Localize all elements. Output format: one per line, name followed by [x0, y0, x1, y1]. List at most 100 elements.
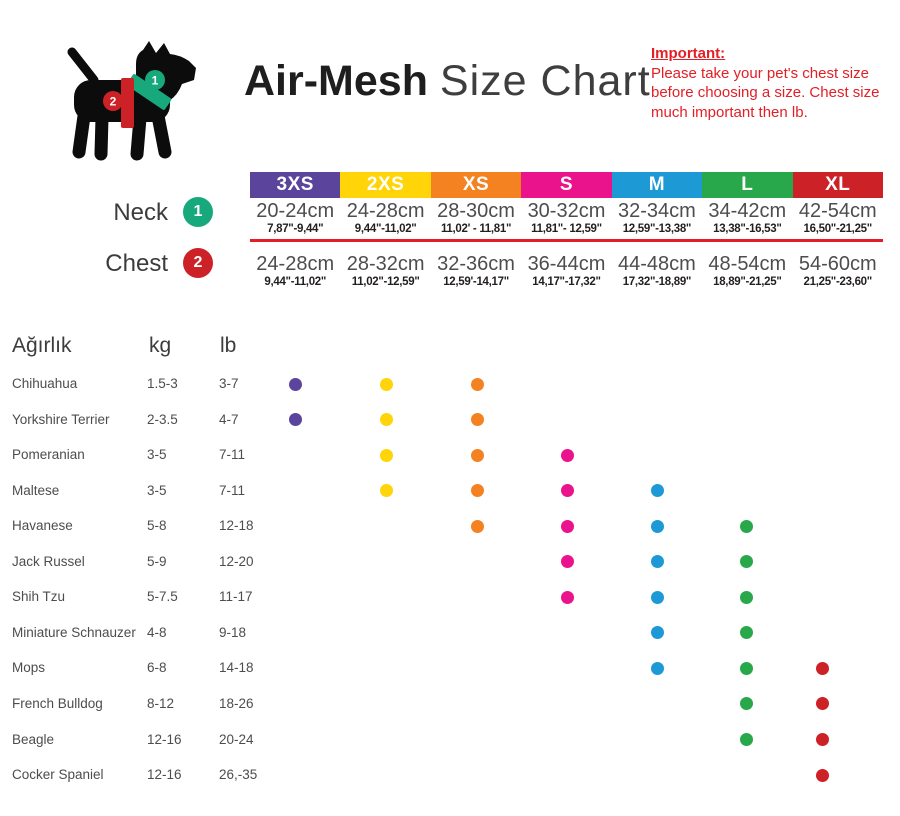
lb-value: 12-18: [219, 518, 254, 534]
size-dot-s: [560, 448, 574, 462]
kg-value: 5-8: [147, 518, 167, 534]
kg-value: 2-3.5: [147, 411, 178, 427]
size-dot-m: [650, 626, 664, 640]
neck-marker-number: 1: [152, 74, 159, 88]
important-note: Important: Please take your pet's chest …: [651, 44, 891, 122]
chest-number-badge: 2: [183, 248, 213, 278]
breed-name: Havanese: [12, 518, 73, 534]
size-dot-xl: [815, 768, 829, 782]
size-dot-xs: [470, 413, 484, 427]
neck-in-row: 7,87"-9,44" 9,44"-11,02" 11,02' - 11,81" 11…: [250, 222, 883, 236]
chest-marker-number: 2: [110, 95, 117, 109]
breed-name: Beagle: [12, 731, 55, 747]
size-dot-s: [560, 484, 574, 498]
chest-in-row-xs: 12,59'-14,17": [443, 276, 509, 288]
size-band-row-3xs: 3XS: [250, 172, 341, 198]
neck-cm-row-2xs: 24-28cm: [346, 200, 425, 222]
breed-name: Shih Tzu: [12, 589, 66, 605]
neck-label: Neck: [113, 199, 168, 226]
chest-marker-circle: [103, 91, 123, 111]
table-row: Yorkshire Terrier 2-3.5 4-7: [0, 402, 900, 438]
size-dot-m: [650, 484, 664, 498]
neck-cm-row-3xs: 20-24cm: [256, 200, 335, 222]
chest-cm-row-m: 44-48cm: [617, 253, 696, 275]
neck-cm-row-m: 32-34cm: [617, 200, 696, 222]
dog-hind-leg: [94, 111, 109, 161]
dog-tail: [67, 47, 99, 85]
size-dot-2xs: [379, 448, 393, 462]
neck-cm-row-xs: 28-30cm: [437, 200, 515, 222]
red-divider-line: [250, 239, 883, 242]
size-dot-l: [739, 661, 753, 675]
size-dot-l: [739, 590, 753, 604]
dog-front-leg: [130, 111, 147, 161]
size-dot-xl: [815, 733, 829, 746]
kg-column-header: kg: [149, 334, 172, 357]
chest-in-row-xl: 21,25"-23,60": [803, 276, 873, 288]
chest-in-row-l: 18,89"-21,25": [713, 276, 782, 288]
kg-value: 6-8: [147, 660, 167, 676]
table-row: Cocker Spaniel 12-16 26,-35: [0, 757, 900, 793]
neck-in-row-3xs: 7,87"-9,44": [267, 223, 324, 235]
lb-value: 7-11: [219, 482, 246, 498]
neck-number: 1: [193, 203, 203, 220]
dog-hind-leg: [72, 109, 91, 159]
size-dot-3xs: [288, 413, 302, 427]
neck-cm-row-s: 30-32cm: [527, 200, 606, 222]
size-dot-l: [739, 697, 753, 711]
size-dot-xl: [815, 697, 829, 711]
neck-in-row-2xs: 9,44"-11,02": [354, 223, 417, 235]
kg-value: 3-5: [147, 447, 167, 463]
lb-value: 26,-35: [219, 767, 258, 783]
breed-name: Cocker Spaniel: [12, 767, 104, 783]
chest-strap: [121, 78, 134, 128]
size-dot-s: [560, 519, 574, 533]
neck-in-row-s: 11,81"- 12,59": [531, 223, 602, 235]
size-dot-s: [560, 590, 574, 604]
chest-in-row-2xs: 11,02"-12,59": [351, 276, 420, 288]
chest-cm-row-l: 48-54cm: [708, 253, 787, 275]
table-row: Beagle 12-16 20-24: [0, 722, 900, 758]
lb-value: 12-20: [219, 553, 254, 569]
note-line: before choosing a size. Chest size: [651, 84, 880, 101]
breed-name: Miniature Schnauzer: [12, 624, 136, 640]
chest-cm-row-2xs: 28-32cm: [346, 253, 425, 275]
breed-name: French Bulldog: [12, 695, 103, 711]
table-row: Maltese 3-5 7-11: [0, 473, 900, 509]
kg-value: 12-16: [147, 767, 182, 783]
size-dot-xs: [470, 377, 484, 391]
neck-in-row-xl: 16,50"-21,25": [803, 223, 873, 235]
size-dot-l: [739, 626, 753, 640]
breed-name: Pomeranian: [12, 447, 85, 463]
table-row: Havanese 5-8 12-18: [0, 508, 900, 544]
size-band-row-2xs: 2XS: [340, 172, 431, 198]
lb-value: 7-11: [219, 447, 246, 463]
dog-front-leg: [151, 109, 172, 159]
breed-name: Jack Russel: [12, 553, 85, 569]
chest-cm-row-3xs: 24-28cm: [256, 253, 335, 275]
breed-name: Yorkshire Terrier: [12, 411, 110, 427]
page-title: Air-Mesh Size Chart: [244, 56, 651, 108]
size-band-row-l: L: [702, 172, 793, 198]
lb-value: 14-18: [219, 660, 254, 676]
chest-number: 2: [193, 254, 203, 271]
size-dot-l: [739, 733, 753, 746]
lb-value: 3-7: [219, 376, 239, 391]
breed-name: Chihuahua: [12, 376, 78, 391]
size-dot-2xs: [379, 484, 393, 498]
size-dot-s: [560, 555, 574, 569]
size-dot-xl: [815, 661, 829, 675]
neck-in-row-m: 12,59"-13,38": [622, 223, 692, 235]
table-row: Mops 6-8 14-18: [0, 650, 900, 686]
size-dot-xs: [470, 519, 484, 533]
neck-strap: [126, 74, 172, 110]
lb-value: 11-17: [219, 589, 253, 605]
kg-value: 4-8: [147, 624, 167, 640]
size-dot-3xs: [288, 377, 302, 391]
note-body: Please take your pet's chest size before …: [651, 64, 891, 123]
table-row: Pomeranian 3-5 7-11: [0, 437, 900, 473]
table-row: Jack Russel 5-9 12-20: [0, 544, 900, 580]
note-line: much important then lb.: [651, 103, 808, 121]
chest-cm-row-s: 36-44cm: [527, 253, 606, 275]
